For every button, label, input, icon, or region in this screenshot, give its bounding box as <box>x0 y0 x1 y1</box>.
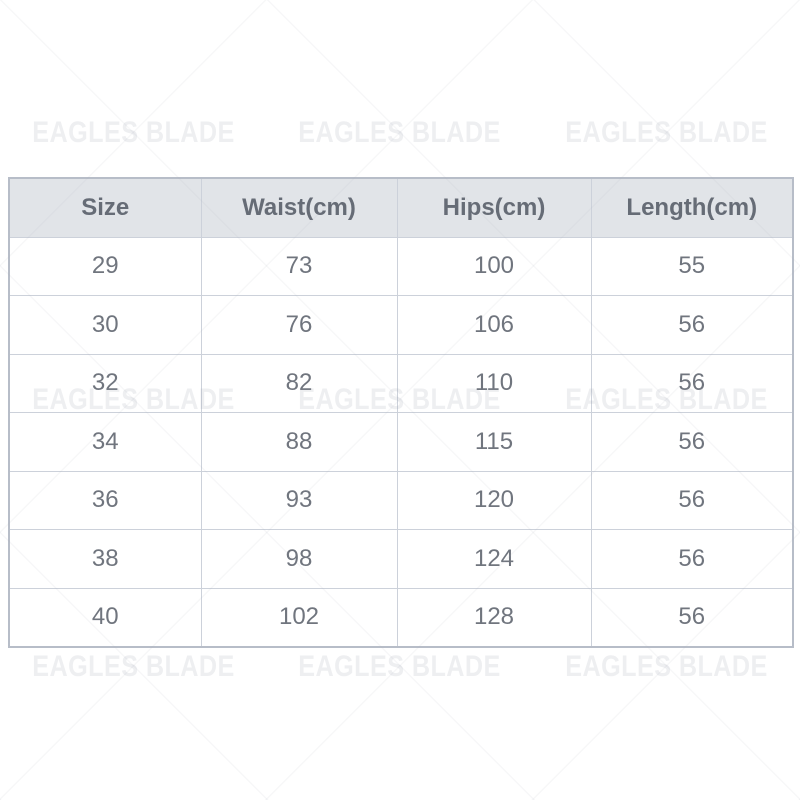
table-cell: 56 <box>590 353 794 413</box>
table-cell: 30 <box>8 295 202 355</box>
table-cell: 110 <box>396 353 592 413</box>
watermark-text: EAGLES BLADE <box>298 116 502 150</box>
column-header: Hips(cm) <box>396 177 592 238</box>
table-body: 29 73 100 55 30 76 106 56 32 82 110 56 34 88 115 56 36 93… <box>8 236 794 648</box>
watermark-text: EAGLES BLADE <box>298 649 502 683</box>
table-cell: 102 <box>200 587 398 648</box>
table-cell: 88 <box>200 412 398 472</box>
size-table: Size Waist(cm) Hips(cm) Length(cm) 29 73 100 5… <box>8 177 794 648</box>
table-cell: 128 <box>396 587 592 648</box>
table-row: 36 93 120 56 <box>8 470 794 530</box>
header-row: Size Waist(cm) Hips(cm) Length(cm) <box>8 177 794 238</box>
table-row: 32 82 110 56 <box>8 353 794 413</box>
table-row: 40 102 128 56 <box>8 587 794 648</box>
table-row: 38 98 124 56 <box>8 529 794 589</box>
table-cell: 36 <box>8 470 202 530</box>
watermark-text: EAGLES BLADE <box>32 649 235 683</box>
table-cell: 56 <box>590 470 794 530</box>
table-cell: 98 <box>200 529 398 589</box>
table-cell: 32 <box>8 353 202 413</box>
table-cell: 120 <box>396 470 592 530</box>
table-row: 30 76 106 56 <box>8 295 794 355</box>
column-header: Length(cm) <box>590 177 794 238</box>
column-header: Waist(cm) <box>200 177 398 238</box>
table-cell: 38 <box>8 529 202 589</box>
table-cell: 34 <box>8 412 202 472</box>
table-cell: 124 <box>396 529 592 589</box>
table-cell: 56 <box>590 412 794 472</box>
table-cell: 56 <box>590 529 794 589</box>
watermark-text: EAGLES BLADE <box>565 116 768 150</box>
table-cell: 100 <box>396 236 592 296</box>
table-cell: 115 <box>396 412 592 472</box>
table-cell: 73 <box>200 236 398 296</box>
table-cell: 56 <box>590 587 794 648</box>
column-header: Size <box>8 177 202 238</box>
table-row: 29 73 100 55 <box>8 236 794 296</box>
table-cell: 40 <box>8 587 202 648</box>
table-cell: 29 <box>8 236 202 296</box>
watermark-text: EAGLES BLADE <box>32 116 235 150</box>
table-cell: 56 <box>590 295 794 355</box>
table-cell: 82 <box>200 353 398 413</box>
table-cell: 76 <box>200 295 398 355</box>
size-chart-container: Size Waist(cm) Hips(cm) Length(cm) 29 73 100 5… <box>8 177 794 648</box>
table-cell: 93 <box>200 470 398 530</box>
watermark-text: EAGLES BLADE <box>565 649 768 683</box>
table-cell: 106 <box>396 295 592 355</box>
table-cell: 55 <box>590 236 794 296</box>
table-row: 34 88 115 56 <box>8 412 794 472</box>
